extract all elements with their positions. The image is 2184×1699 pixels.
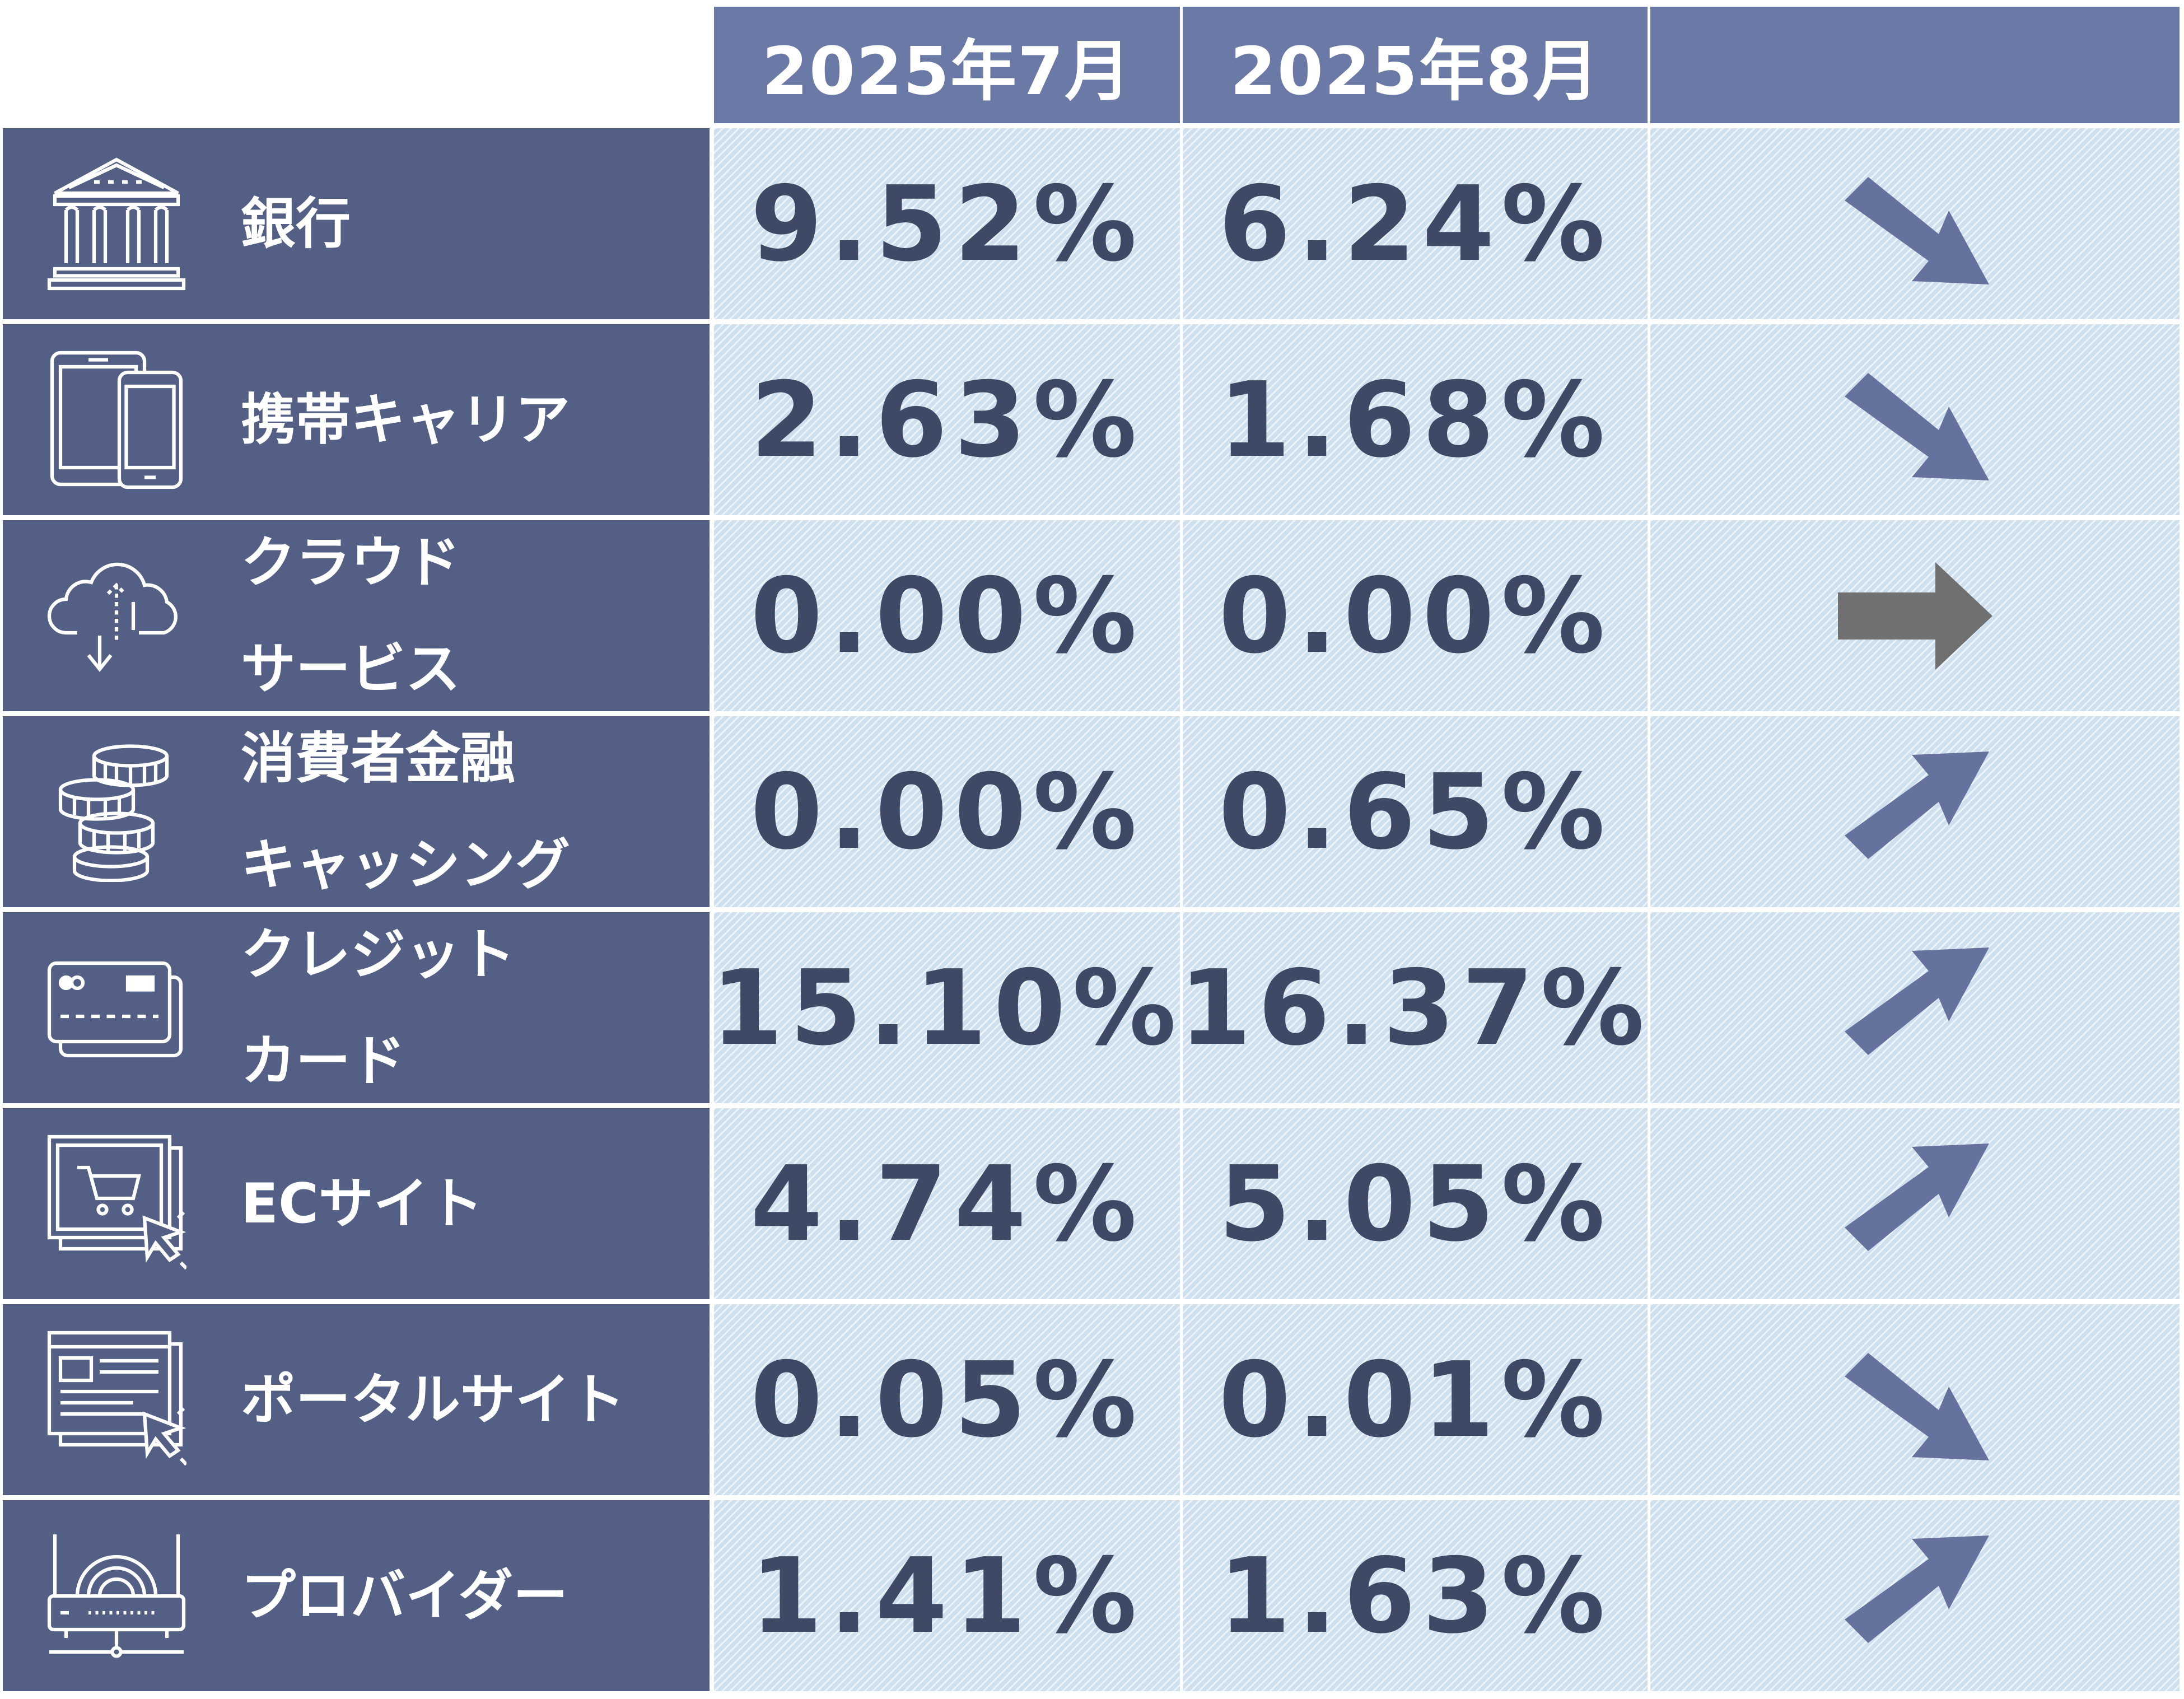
value-text: 0.65% bbox=[1219, 751, 1612, 872]
value-aug: 0.65% bbox=[1183, 716, 1648, 907]
cloud-transfer-icon bbox=[47, 562, 178, 672]
value-jul: 9.52% bbox=[714, 128, 1180, 319]
trend-down-arrow-icon bbox=[1844, 372, 1989, 480]
trend-cell bbox=[1650, 1304, 2180, 1495]
value-aug: 0.00% bbox=[1183, 520, 1648, 711]
value-jul: 1.41% bbox=[714, 1500, 1180, 1691]
row-label-text: ECサイト bbox=[241, 1151, 483, 1257]
value-text: 4.74% bbox=[750, 1143, 1144, 1264]
row-label-consumer-finance: 消費者金融 キャッシング bbox=[3, 716, 710, 907]
value-text: 9.52% bbox=[750, 163, 1144, 284]
web-portal-screen-icon bbox=[47, 1331, 186, 1465]
trend-up-arrow-icon bbox=[1844, 947, 1989, 1055]
value-text: 16.37% bbox=[1179, 947, 1651, 1068]
trend-cell bbox=[1650, 520, 2180, 711]
label-line1: クレジット bbox=[241, 922, 516, 987]
header-trend bbox=[1650, 7, 2180, 123]
row-label-ec-site: ECサイト bbox=[3, 1108, 710, 1299]
value-text: 15.10% bbox=[711, 947, 1183, 1068]
label-line2: カード bbox=[241, 1029, 406, 1093]
value-aug: 5.05% bbox=[1183, 1108, 1648, 1299]
row-label-text: ポータルサイト bbox=[241, 1347, 625, 1453]
label-line2: キャッシング bbox=[241, 833, 571, 897]
trend-up-arrow-icon bbox=[1844, 1143, 1989, 1251]
trend-up-arrow-icon bbox=[1844, 751, 1989, 859]
row-label-mobile-carrier: 携帯キャリア bbox=[3, 324, 710, 515]
smartphone-tablet-icon bbox=[50, 351, 183, 489]
value-text: 0.00% bbox=[750, 751, 1144, 872]
row-label-text: クラウド サービス bbox=[241, 510, 460, 722]
value-aug: 6.24% bbox=[1183, 128, 1648, 319]
credit-card-icon bbox=[47, 961, 183, 1057]
header-2025-08: 2025年8月 bbox=[1183, 7, 1648, 123]
row-label-text: クレジット カード bbox=[241, 902, 515, 1114]
label-line1: ポータルサイト bbox=[241, 1367, 626, 1432]
value-text: 5.05% bbox=[1219, 1143, 1612, 1264]
row-label-bank: 銀行 bbox=[3, 128, 710, 319]
trend-cell bbox=[1650, 324, 2180, 515]
trend-cell bbox=[1650, 1108, 2180, 1299]
value-aug: 16.37% bbox=[1179, 912, 1648, 1103]
header-col2-label: 2025年8月 bbox=[1230, 32, 1600, 110]
row-label-credit-card: クレジット カード bbox=[3, 912, 710, 1103]
coin-stack-icon bbox=[58, 744, 169, 882]
value-aug: 1.63% bbox=[1183, 1500, 1648, 1691]
label-line1: 消費者金融 bbox=[241, 726, 516, 791]
row-label-text: プロバイダー bbox=[241, 1543, 568, 1649]
row-label-text: 銀行 bbox=[241, 171, 351, 277]
value-text: 0.01% bbox=[1219, 1339, 1612, 1460]
value-jul: 4.74% bbox=[714, 1108, 1180, 1299]
value-jul: 15.10% bbox=[711, 912, 1183, 1103]
trend-flat-arrow-icon bbox=[1837, 562, 1992, 670]
header-2025-07: 2025年7月 bbox=[714, 7, 1180, 123]
value-text: 1.68% bbox=[1219, 359, 1612, 480]
header-col1-label: 2025年7月 bbox=[762, 32, 1132, 110]
value-text: 2.63% bbox=[750, 359, 1144, 480]
value-text: 1.63% bbox=[1219, 1535, 1612, 1656]
trend-cell bbox=[1650, 1500, 2180, 1691]
trend-cell bbox=[1650, 912, 2180, 1103]
shopping-cart-screen-icon bbox=[47, 1135, 186, 1269]
trend-up-arrow-icon bbox=[1844, 1535, 1989, 1643]
label-line1: 携帯キャリア bbox=[241, 388, 571, 452]
label-line1: クラウド bbox=[241, 530, 461, 595]
trend-down-arrow-icon bbox=[1844, 176, 1989, 284]
value-text: 1.41% bbox=[750, 1535, 1144, 1656]
label-line1: プロバイダー bbox=[241, 1563, 568, 1628]
row-label-text: 携帯キャリア bbox=[241, 367, 570, 473]
label-line1: 銀行 bbox=[241, 192, 351, 256]
trend-down-arrow-icon bbox=[1844, 1352, 1989, 1460]
row-label-portal-site: ポータルサイト bbox=[3, 1304, 710, 1495]
value-jul: 0.00% bbox=[714, 520, 1180, 711]
value-text: 0.00% bbox=[1219, 555, 1612, 676]
trend-cell bbox=[1650, 716, 2180, 907]
value-text: 0.05% bbox=[750, 1339, 1144, 1460]
row-label-cloud-service: クラウド サービス bbox=[3, 520, 710, 711]
value-text: 6.24% bbox=[1219, 163, 1612, 284]
row-label-provider: プロバイダー bbox=[3, 1500, 710, 1691]
label-line2: サービス bbox=[241, 637, 461, 701]
label-line1: ECサイト bbox=[241, 1171, 483, 1236]
value-aug: 1.68% bbox=[1183, 324, 1648, 515]
value-jul: 0.00% bbox=[714, 716, 1180, 907]
value-aug: 0.01% bbox=[1183, 1304, 1648, 1495]
value-jul: 2.63% bbox=[714, 324, 1180, 515]
value-jul: 0.05% bbox=[714, 1304, 1180, 1495]
row-label-text: 消費者金融 キャッシング bbox=[241, 706, 570, 918]
bank-icon bbox=[47, 157, 186, 290]
trend-cell bbox=[1650, 128, 2180, 319]
router-icon bbox=[47, 1534, 186, 1658]
value-text: 0.00% bbox=[750, 555, 1144, 676]
